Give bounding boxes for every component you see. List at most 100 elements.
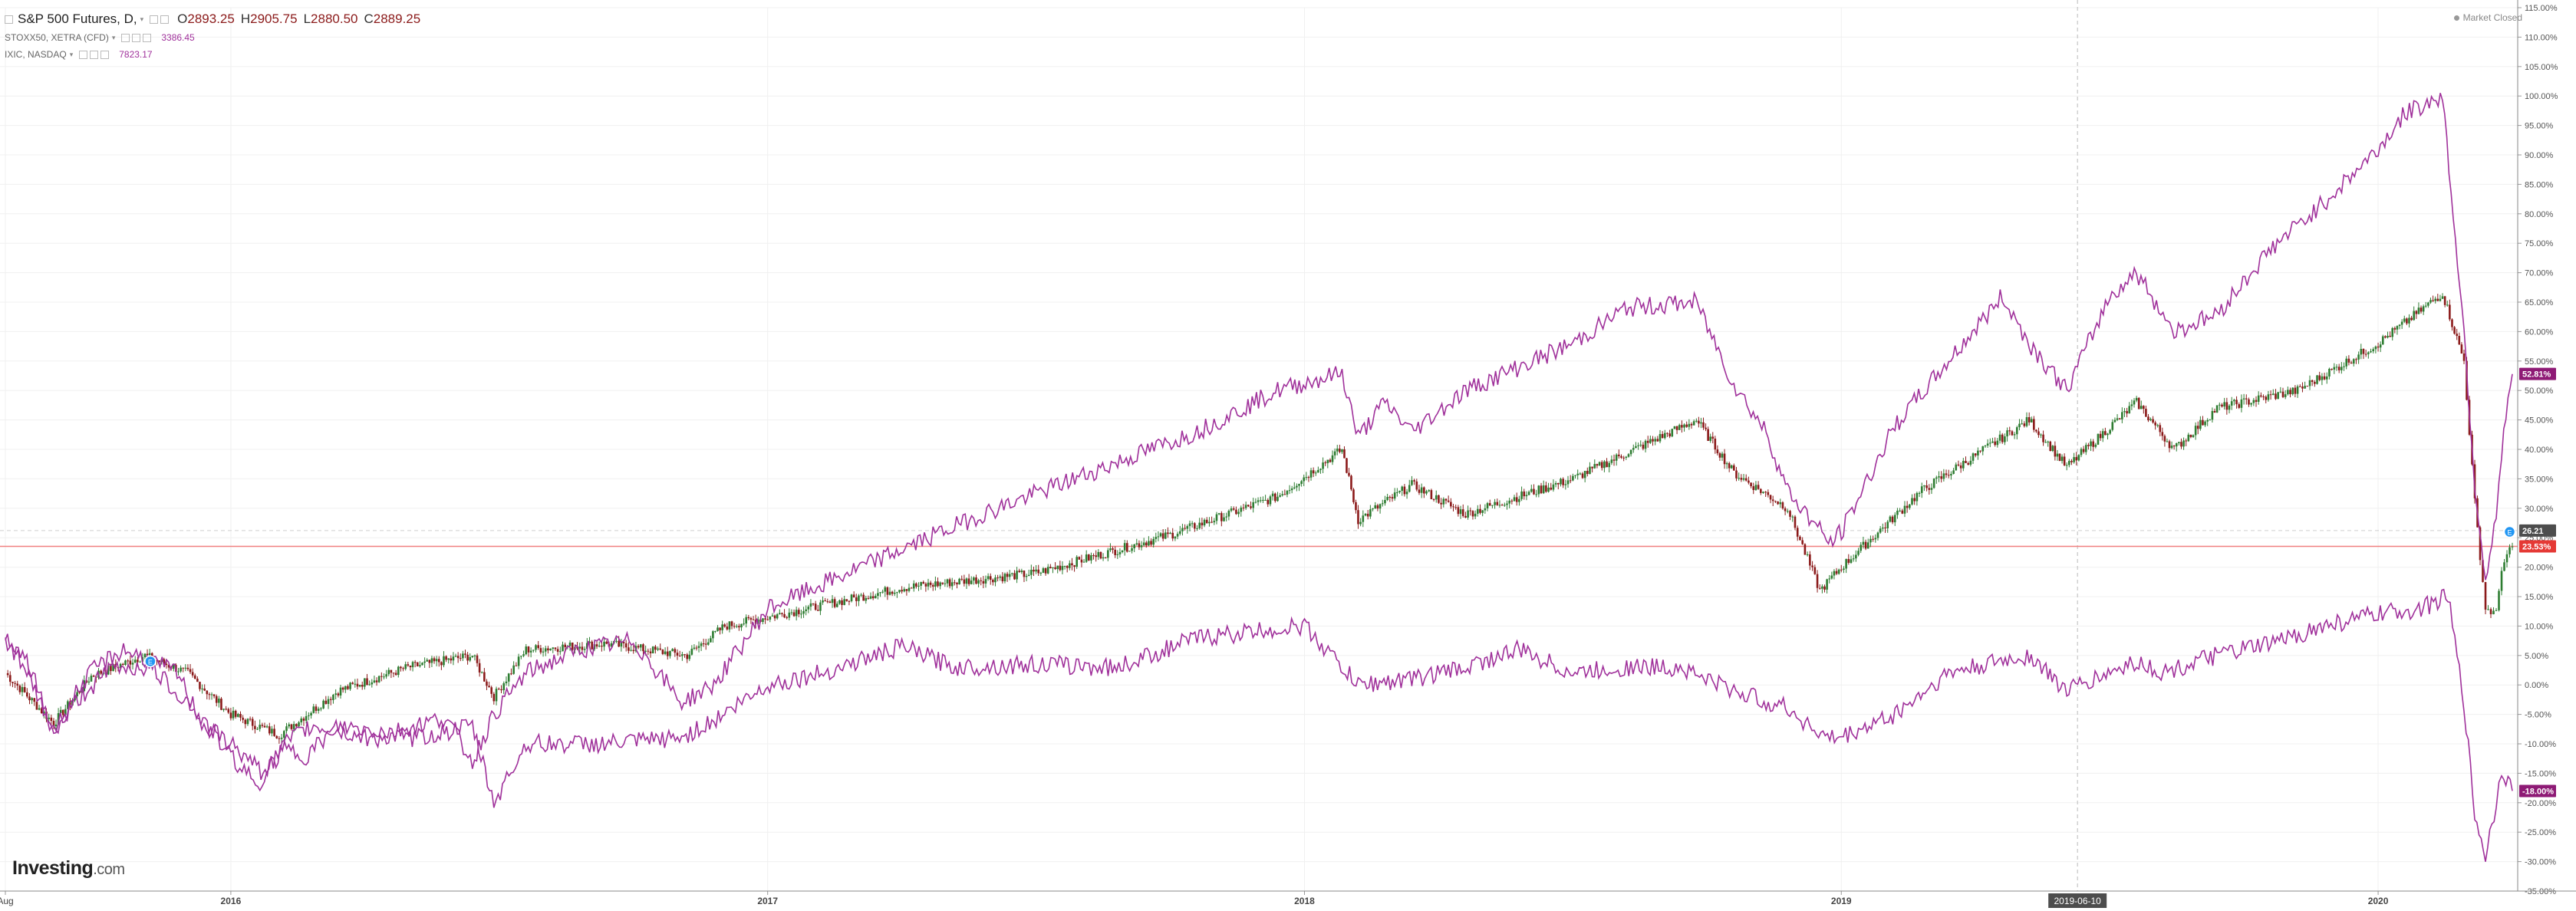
candle-body (1420, 487, 1423, 493)
candle-body (2417, 308, 2420, 314)
candle-body (929, 582, 932, 585)
settings-box[interactable] (132, 33, 141, 42)
candle-body (2298, 386, 2301, 387)
candle-body (2152, 419, 2154, 423)
candle-body (1683, 424, 1685, 428)
candle-body (805, 609, 807, 611)
candle-body (1918, 492, 1921, 494)
candle-body (1649, 439, 1652, 443)
event-marker-icon[interactable]: E (2503, 525, 2516, 538)
candle-body (57, 713, 60, 725)
candle-body (110, 665, 112, 672)
candle-body (1391, 497, 1394, 499)
candle-body (1336, 448, 1339, 452)
event-marker-icon[interactable]: E (144, 655, 156, 668)
candle-body (2500, 571, 2503, 591)
candle-body (809, 603, 812, 607)
candle-body (1784, 508, 1787, 511)
settings-box[interactable] (90, 50, 99, 59)
candle-body (2367, 352, 2370, 354)
candle-body (917, 585, 920, 587)
candle-body (383, 676, 385, 678)
remove-box[interactable] (100, 50, 110, 59)
candle-body (2495, 610, 2498, 611)
event-marker-glyph[interactable]: E (2507, 529, 2512, 537)
candle-body (1835, 571, 1838, 574)
candle-body (1018, 571, 1021, 573)
candle-body (1303, 477, 1306, 482)
candle-body (1152, 538, 1155, 545)
candle-body (1652, 439, 1654, 442)
settings-box[interactable] (160, 15, 170, 24)
candle-body (385, 674, 387, 677)
x-tick-label: 2020 (2368, 896, 2389, 906)
candle-body (500, 689, 502, 691)
candle-body (740, 623, 743, 628)
candle-body (1023, 571, 1026, 577)
event-markers[interactable]: EE (144, 525, 2516, 668)
visibility-toggle[interactable] (150, 15, 159, 24)
candle-body (28, 696, 31, 701)
chart-legend: S&P 500 Futures, D, ▾ O 2893.25 H 2905.75 … (5, 9, 420, 63)
candle-body (1857, 551, 1860, 555)
candle-body (1972, 453, 1975, 461)
remove-box[interactable] (143, 33, 152, 42)
candle-body (934, 581, 937, 587)
chevron-down-icon[interactable]: ▾ (111, 33, 116, 41)
candle-body (1235, 509, 1237, 515)
candle-body (1705, 427, 1707, 429)
candle-body (2398, 324, 2401, 327)
candle-body (2304, 386, 2306, 389)
candle-body (657, 648, 659, 650)
candle-body (989, 576, 992, 580)
candle-body (630, 650, 632, 651)
candle-body (218, 699, 220, 703)
candle-body (2215, 405, 2219, 413)
candle-body (172, 665, 175, 669)
candle-body (2287, 390, 2289, 395)
candle-body (2121, 412, 2123, 419)
visibility-toggle[interactable] (121, 33, 130, 42)
candle-body (970, 580, 973, 584)
candle-body (76, 692, 78, 696)
event-marker-dot[interactable] (144, 655, 156, 668)
candle-body (1663, 432, 1666, 439)
candle-body (2187, 434, 2190, 442)
candle-body (2035, 429, 2037, 432)
candle-body (2199, 419, 2202, 429)
candle-body (1666, 432, 1668, 434)
candle-body (1675, 426, 1678, 430)
candle-body (2284, 394, 2287, 397)
chevron-down-icon[interactable]: ▾ (69, 50, 74, 58)
candle-body (1615, 454, 1618, 461)
candle-body (1654, 439, 1656, 442)
candle-body (595, 644, 598, 647)
compare1-symbol[interactable]: STOXX50, XETRA (CFD) (5, 32, 109, 43)
candle-body (690, 648, 693, 655)
chevron-down-icon[interactable]: ▾ (140, 15, 144, 23)
candle-body (1889, 516, 1892, 522)
candle-body (2159, 425, 2162, 432)
event-marker-dot[interactable] (2503, 525, 2516, 538)
candle-body (483, 672, 486, 682)
candle-body (1656, 439, 1659, 442)
candle-body (931, 584, 934, 587)
visibility-toggle[interactable] (79, 50, 88, 59)
main-symbol[interactable]: S&P 500 Futures, D, (18, 12, 137, 26)
candle-body (1359, 521, 1362, 525)
candle-body (14, 682, 16, 684)
candle-body (833, 599, 836, 607)
candle-body (2113, 419, 2116, 423)
candle-body (305, 715, 308, 721)
compare2-symbol[interactable]: IXIC, NASDAQ (5, 49, 67, 60)
candle-body (1967, 462, 1969, 465)
candle-body (1579, 473, 1582, 475)
candle-body (2422, 306, 2425, 312)
candle-body (492, 693, 496, 702)
event-marker-glyph[interactable]: E (148, 658, 153, 666)
collapse-toggle[interactable] (5, 15, 13, 24)
candle-body (1872, 538, 1874, 540)
candle-body (1296, 485, 1298, 488)
candle-body (254, 725, 256, 729)
